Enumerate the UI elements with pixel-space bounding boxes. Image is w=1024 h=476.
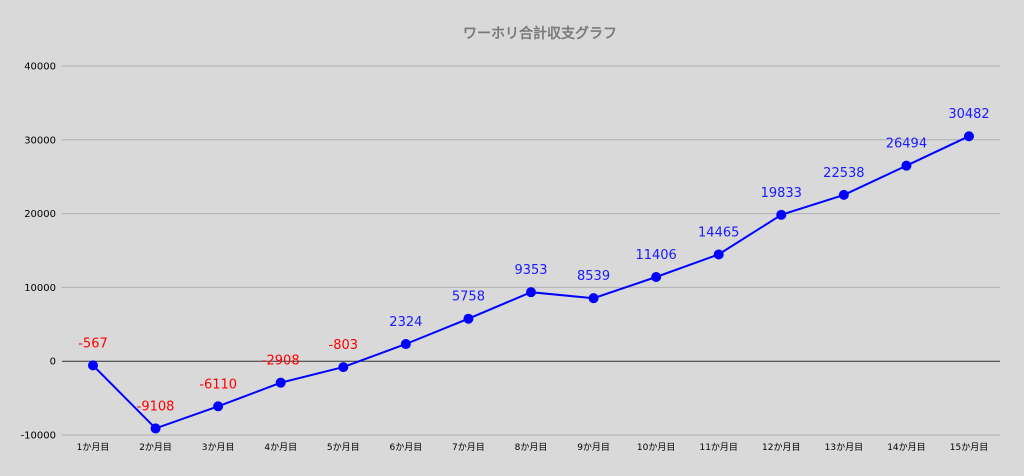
- x-tick-label: 9か月目: [577, 442, 610, 453]
- data-point: [901, 160, 912, 171]
- y-tick-label: 40000: [24, 62, 56, 73]
- x-tick-label: 12か月目: [762, 442, 800, 453]
- data-point: [400, 339, 411, 350]
- data-label: -567: [78, 336, 108, 351]
- data-label: -803: [329, 338, 359, 353]
- data-label: -2908: [262, 354, 300, 369]
- y-axis-tick-labels: -10000 0 10000 20000 30000 40000: [21, 62, 56, 442]
- data-point: [713, 249, 724, 260]
- x-tick-label: 10か月目: [637, 442, 675, 453]
- x-tick-label: 5か月目: [327, 442, 360, 453]
- chart-title: ワーホリ合計収支グラフ: [463, 25, 617, 42]
- data-label: 22538: [823, 166, 864, 181]
- data-point: [964, 131, 974, 142]
- x-tick-label: 8か月目: [515, 442, 548, 453]
- x-tick-label: 1か月目: [77, 442, 110, 453]
- data-point: [88, 360, 98, 371]
- data-point: [338, 362, 349, 373]
- data-label: 30482: [948, 107, 989, 122]
- data-label: 9353: [514, 263, 547, 278]
- data-label: 2324: [389, 315, 422, 330]
- data-label: 19833: [761, 186, 802, 201]
- data-point: [526, 287, 536, 298]
- x-tick-label: 14か月目: [887, 442, 925, 453]
- data-label: 14465: [698, 225, 739, 240]
- y-tick-label: 30000: [24, 135, 56, 146]
- x-tick-label: 7か月目: [452, 442, 485, 453]
- data-point: [776, 209, 787, 220]
- data-label: 26494: [886, 137, 927, 152]
- data-points: [88, 131, 974, 434]
- x-tick-label: 4か月目: [264, 442, 297, 453]
- y-tick-label: 10000: [24, 283, 56, 294]
- data-label: 5758: [452, 290, 485, 305]
- x-tick-label: 3か月目: [202, 442, 235, 453]
- x-tick-label: 11か月目: [699, 442, 737, 453]
- x-tick-label: 2か月目: [139, 442, 172, 453]
- data-point: [651, 272, 662, 283]
- x-axis-tick-labels: 1か月目 2か月目 3か月目 4か月目 5か月目 6か月目 7か月目 8か月目 9か月目 10か月…: [77, 442, 989, 453]
- data-point: [588, 293, 599, 304]
- y-tick-label: 0: [50, 357, 56, 368]
- y-tick-label: -10000: [21, 431, 56, 442]
- x-tick-label: 13か月目: [825, 442, 863, 453]
- data-point: [463, 313, 474, 324]
- y-tick-label: 20000: [24, 209, 56, 220]
- data-label: 8539: [577, 269, 610, 284]
- data-point: [275, 377, 286, 388]
- data-point: [838, 189, 849, 200]
- data-labels: -567 -9108 -6110 -2908 -803 2324 5758 9353 8539 1…: [78, 107, 989, 414]
- data-label: 11406: [635, 248, 676, 263]
- x-tick-label: 6か月目: [389, 442, 422, 453]
- x-tick-label: 15か月目: [950, 442, 988, 453]
- data-label: -6110: [199, 377, 237, 392]
- data-point: [213, 401, 224, 412]
- data-label: -9108: [137, 399, 175, 414]
- data-point: [150, 423, 161, 434]
